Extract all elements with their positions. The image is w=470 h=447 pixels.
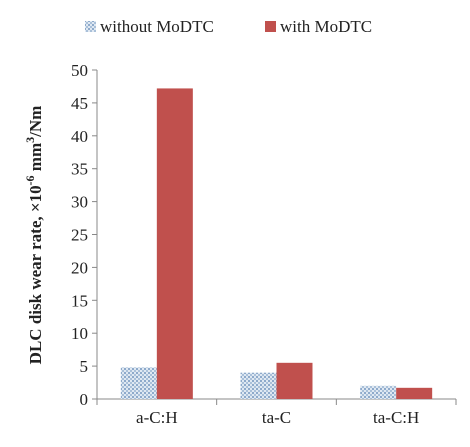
bar-with-modtc <box>156 88 193 399</box>
x-tick-label: a-C:H <box>136 408 178 427</box>
y-tick-label: 40 <box>71 127 88 146</box>
y-tick-label: 35 <box>71 160 88 179</box>
y-tick-label: 15 <box>71 291 88 310</box>
x-tick-label: ta-C:H <box>373 408 419 427</box>
y-tick-label: 50 <box>71 61 88 80</box>
y-axis-label: DLC disk wear rate, ×10-6 mm3/Nm <box>23 106 45 365</box>
bar-without-modtc <box>360 385 397 399</box>
bar-without-modtc <box>120 367 157 399</box>
legend-swatch-without-modtc <box>85 21 96 32</box>
y-tick-label: 30 <box>71 193 88 212</box>
y-tick-label: 25 <box>71 226 88 245</box>
y-tick-label: 5 <box>80 357 89 376</box>
plot-area: 0 5 10 15 20 25 30 35 40 45 50 a-C:H ta-C ta-C:H <box>71 61 457 427</box>
bar-without-modtc <box>240 372 277 399</box>
y-tick-label: 10 <box>71 324 88 343</box>
legend: without MoDTC with MoDTC <box>85 17 372 36</box>
x-tick-label: ta-C <box>262 408 291 427</box>
y-tick-label: 0 <box>80 390 89 409</box>
bar-with-modtc <box>276 362 313 399</box>
y-tick-label: 45 <box>71 94 88 113</box>
bar-with-modtc <box>396 387 433 399</box>
legend-swatch-with-modtc <box>265 21 276 32</box>
y-tick-label: 20 <box>71 258 88 277</box>
legend-label-with-modtc: with MoDTC <box>280 17 372 36</box>
legend-label-without-modtc: without MoDTC <box>100 17 214 36</box>
